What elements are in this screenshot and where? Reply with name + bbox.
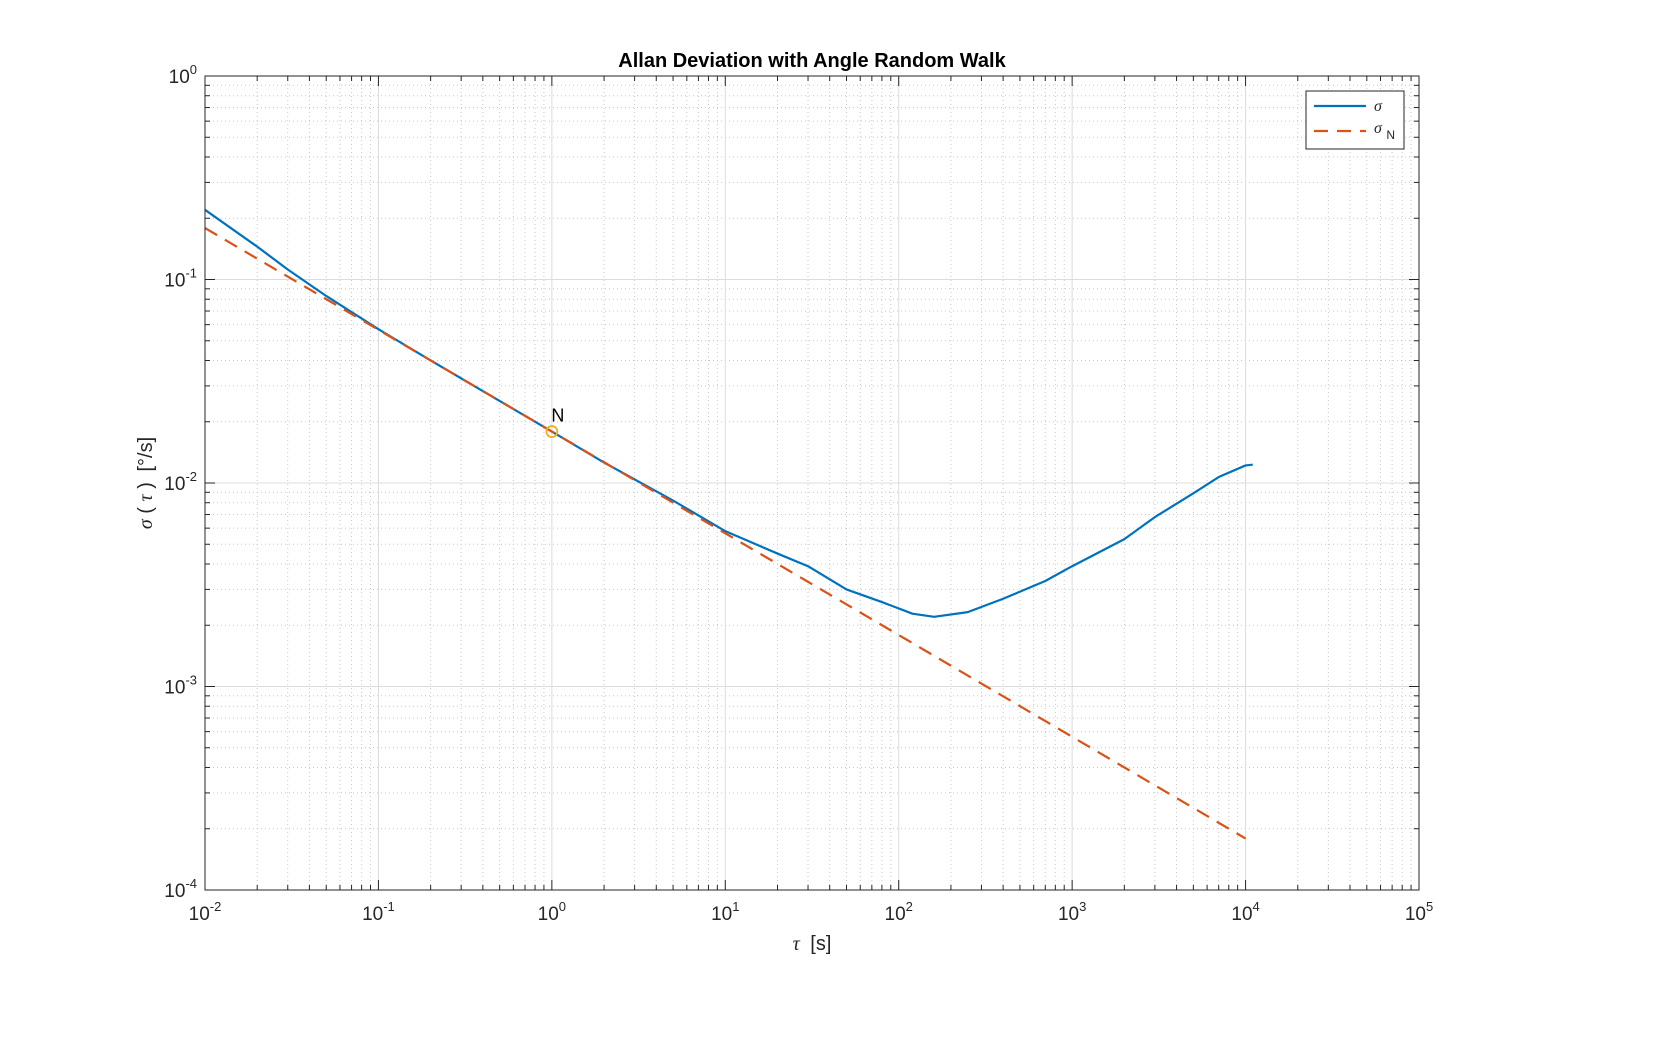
x-axis-unit: [s] (810, 933, 831, 955)
x-tick-exponent: -2 (210, 899, 222, 914)
x-tick-exponent: 3 (1079, 899, 1086, 914)
y-axis-unit: [°/s] (135, 437, 157, 472)
y-tick-exponent: -3 (185, 673, 197, 688)
x-tick-base: 10 (189, 904, 210, 925)
y-tick-base: 10 (164, 474, 185, 495)
x-tick-base: 10 (362, 904, 383, 925)
legend-label-sigma-n-subscript: N (1386, 128, 1395, 142)
y-tick-base: 10 (169, 67, 190, 88)
annotation-marker (545, 425, 559, 438)
y-tick-base: 10 (164, 678, 185, 699)
x-tick-base: 10 (1058, 904, 1079, 925)
chart-title: Allan Deviation with Angle Random Walk (618, 50, 1006, 72)
annotation-label: N (551, 406, 564, 426)
series-line-sigma (204, 208, 1253, 618)
y-tick-exponent: -1 (185, 266, 197, 281)
x-axis-label: τ [s] (793, 933, 832, 955)
legend-label-sigma: σ (1374, 98, 1383, 115)
y-tick-label: 10-1 (164, 266, 197, 292)
x-axis-symbol: τ (793, 933, 801, 955)
series-line-sigma-n (204, 227, 1247, 840)
x-tick-label: 10-2 (189, 899, 222, 925)
y-axis-symbol: σ (135, 518, 157, 529)
legend-label-sigma-n-symbol: σ (1374, 120, 1383, 137)
y-axis-arg: τ (135, 493, 157, 501)
y-tick-base: 10 (164, 881, 185, 902)
x-tick-base: 10 (885, 904, 906, 925)
x-tick-labels: 10-2 10-1 100 101 102 103 104 105 (189, 899, 1434, 925)
x-tick-exponent: 5 (1426, 899, 1433, 914)
legend: σ σ N (1305, 90, 1405, 150)
x-tick-label: 10-1 (362, 899, 395, 925)
plot-lines (204, 208, 1253, 840)
y-axis-label: σ ( τ ) [°/s] (135, 437, 157, 529)
y-axis-paren-close: ) (135, 482, 157, 489)
x-tick-base: 10 (1405, 904, 1426, 925)
x-tick-exponent: 0 (559, 899, 566, 914)
x-tick-label: 102 (885, 899, 913, 925)
x-tick-label: 104 (1231, 899, 1259, 925)
x-tick-exponent: -1 (383, 899, 395, 914)
y-tick-exponent: -2 (185, 469, 197, 484)
x-tick-label: 100 (538, 899, 566, 925)
y-tick-label: 10-4 (164, 876, 197, 902)
x-tick-label: 103 (1058, 899, 1086, 925)
x-tick-exponent: 1 (732, 899, 739, 914)
y-tick-exponent: 0 (190, 62, 197, 77)
x-tick-exponent: 2 (906, 899, 913, 914)
x-tick-exponent: 4 (1253, 899, 1260, 914)
y-tick-exponent: -4 (185, 876, 197, 891)
x-tick-label: 105 (1405, 899, 1433, 925)
x-tick-base: 10 (711, 904, 732, 925)
x-tick-label: 101 (711, 899, 739, 925)
annotations: N (545, 406, 564, 438)
y-tick-label: 10-3 (164, 673, 197, 699)
legend-label-sigma-n: σ N (1374, 120, 1395, 142)
legend-box (1305, 90, 1405, 150)
x-tick-base: 10 (1231, 904, 1252, 925)
y-tick-label: 10-2 (164, 469, 197, 495)
axis-ticks (204, 75, 1420, 891)
y-tick-base: 10 (164, 271, 185, 292)
y-axis-paren-open: ( (135, 507, 157, 514)
x-tick-base: 10 (538, 904, 559, 925)
y-tick-label: 100 (169, 62, 197, 88)
